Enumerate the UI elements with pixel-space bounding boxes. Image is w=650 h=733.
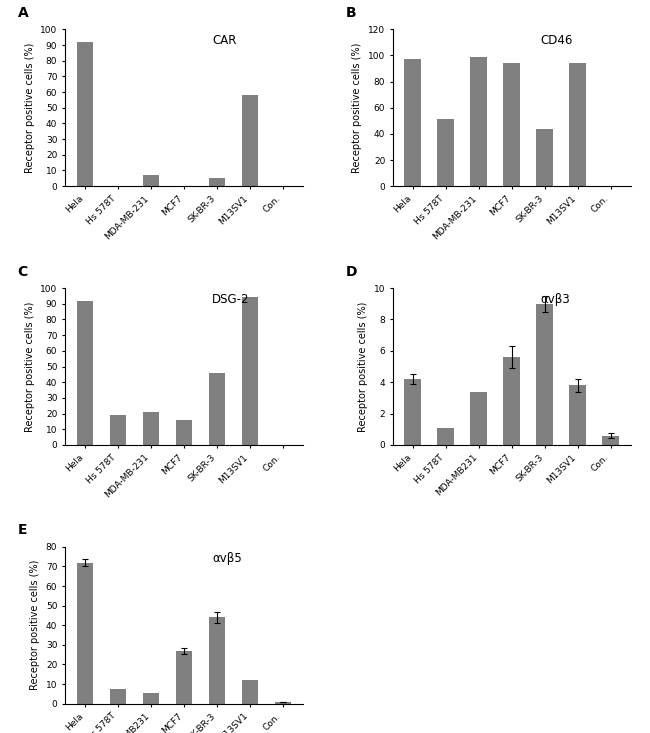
Bar (176, 651, 192, 704)
Bar (142, 412, 159, 445)
Text: CD46: CD46 (540, 34, 573, 47)
Bar (142, 693, 159, 704)
Y-axis label: Receptor positive cells (%): Receptor positive cells (%) (25, 301, 34, 432)
Y-axis label: Receptor positive cells (%): Receptor positive cells (%) (352, 43, 363, 173)
Bar (242, 298, 258, 445)
Text: αvβ3: αvβ3 (540, 292, 570, 306)
Bar (437, 427, 454, 445)
Bar (504, 63, 520, 186)
Bar (504, 357, 520, 445)
Bar (603, 435, 619, 445)
Bar (437, 119, 454, 186)
Bar (176, 420, 192, 445)
Text: DSG-2: DSG-2 (213, 292, 250, 306)
Bar (77, 562, 93, 704)
Bar (209, 617, 225, 704)
Y-axis label: Receptor positive cells (%): Receptor positive cells (%) (358, 301, 368, 432)
Text: B: B (345, 6, 356, 20)
Text: D: D (345, 265, 357, 279)
Text: A: A (18, 6, 28, 20)
Bar (242, 680, 258, 704)
Bar (536, 303, 553, 445)
Bar (77, 301, 93, 445)
Text: E: E (18, 523, 27, 537)
Text: CAR: CAR (213, 34, 237, 47)
Bar (142, 175, 159, 186)
Y-axis label: Receptor positive cells (%): Receptor positive cells (%) (25, 43, 34, 173)
Text: αvβ5: αvβ5 (213, 551, 242, 564)
Bar (471, 391, 487, 445)
Bar (110, 689, 126, 704)
Bar (471, 56, 487, 186)
Bar (274, 702, 291, 704)
Bar (536, 129, 553, 186)
Bar (209, 373, 225, 445)
Y-axis label: Receptor positive cells (%): Receptor positive cells (%) (31, 560, 40, 690)
Bar (77, 42, 93, 186)
Bar (110, 415, 126, 445)
Bar (404, 379, 421, 445)
Bar (569, 386, 586, 445)
Bar (242, 95, 258, 186)
Bar (404, 59, 421, 186)
Bar (209, 178, 225, 186)
Bar (569, 63, 586, 186)
Text: C: C (18, 265, 28, 279)
